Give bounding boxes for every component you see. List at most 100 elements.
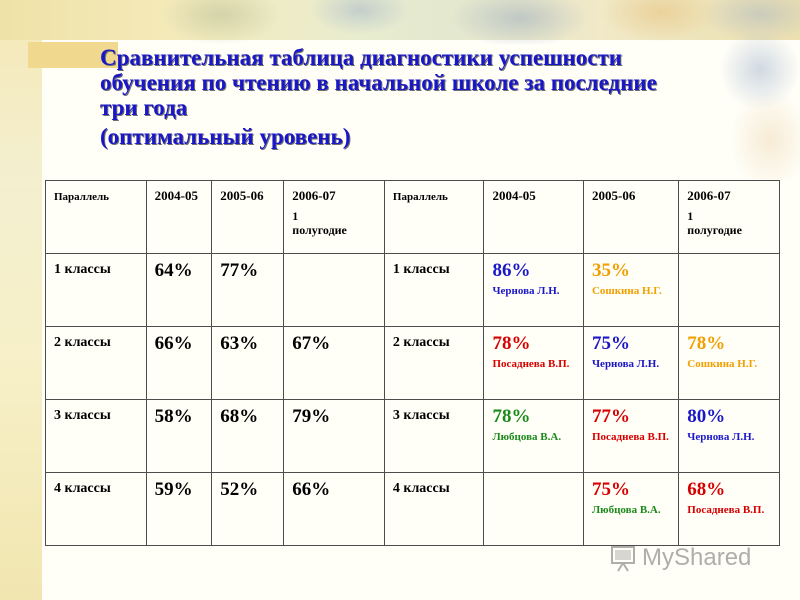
table-cell: 1 классы: [383, 253, 485, 327]
table-cell: 35% Сошкина Н.Г.: [582, 253, 680, 327]
header-cell: Параллель: [383, 180, 485, 254]
title-line-1: Сравнительная таблица диагностики успешн…: [100, 45, 622, 70]
row-label: 1 классы: [392, 262, 450, 277]
table-cell: [283, 253, 385, 327]
table-row: 3 классы 58% 68% 79% 3 классы 78% Любцов…: [45, 399, 780, 473]
table-cell: 68% Посаднева В.П.: [678, 472, 780, 546]
table-cell: 3 классы: [45, 399, 147, 473]
table-cell: [483, 472, 584, 546]
percent-value: 78%: [687, 333, 726, 354]
teacher-name: Чернова Л.Н.: [687, 431, 755, 443]
percent-value: 35%: [591, 260, 630, 281]
table-cell: 78% Любцова В.А.: [483, 399, 584, 473]
table-cell: 4 классы: [45, 472, 147, 546]
row-label: 4 классы: [54, 481, 111, 496]
table-cell: 52%: [211, 472, 285, 546]
table-cell: 63%: [211, 326, 285, 400]
table-row: 2 классы 66% 63% 67% 2 классы 78% Посадн…: [45, 326, 780, 400]
header-year: 2006-07: [292, 188, 336, 203]
table-cell: 2 классы: [45, 326, 147, 400]
percent-value: 78%: [492, 333, 531, 354]
presentation-board-icon: [611, 546, 635, 572]
header-sub: полугодие: [292, 223, 347, 237]
header-sub: полугодие: [687, 223, 742, 237]
header-year: 2004-05: [492, 188, 536, 203]
header-year: 2004-05: [154, 188, 198, 203]
percent-value: 86%: [492, 260, 531, 281]
teacher-name: Посаднева В.П.: [492, 358, 570, 370]
table-cell: 78% Посаднева В.П.: [483, 326, 584, 400]
watermark: MyShared: [610, 538, 770, 578]
table-row: 4 классы 59% 52% 66% 4 классы 75% Любцов…: [45, 472, 780, 546]
header-parallel-left: Параллель: [54, 191, 109, 203]
teacher-name: Чернова Л.Н.: [492, 285, 560, 297]
table-cell: 80% Чернова Л.Н.: [678, 399, 780, 473]
header-cell: 2004-05: [145, 180, 213, 254]
header-cell: 2006-07 1 полугодие: [283, 180, 385, 254]
row-label: 4 классы: [392, 481, 450, 496]
table-cell: 2 классы: [383, 326, 485, 400]
percent-value: 68%: [687, 479, 726, 500]
table-cell: 79%: [283, 399, 385, 473]
header-parallel-right: Параллель: [392, 191, 448, 203]
teacher-name: Любцова В.А.: [492, 431, 562, 443]
background-flowers: [140, 0, 800, 44]
percent-value: 79%: [292, 406, 331, 427]
table-cell: 58%: [145, 399, 213, 473]
background-left-strip: [0, 0, 42, 600]
teacher-name: Сошкина Н.Г.: [687, 358, 758, 370]
percent-value: 59%: [154, 479, 193, 500]
table-cell: 1 классы: [45, 253, 147, 327]
header-sub: 1: [687, 209, 694, 223]
background-accent-rect: [28, 42, 118, 68]
row-label: 2 классы: [392, 335, 450, 350]
table-cell: 3 классы: [383, 399, 485, 473]
table-cell: 59%: [145, 472, 213, 546]
table-cell: 67%: [283, 326, 385, 400]
header-sub: 1: [292, 209, 299, 223]
percent-value: 66%: [292, 479, 331, 500]
header-cell: 2005-06: [582, 180, 680, 254]
table-row: 1 классы 64% 77% 1 классы 86% Чернова Л.…: [45, 253, 780, 327]
row-label: 1 классы: [54, 262, 111, 277]
table-cell: 75% Чернова Л.Н.: [582, 326, 680, 400]
table-cell: 66%: [145, 326, 213, 400]
table-cell: 75% Любцова В.А.: [582, 472, 680, 546]
title-line-4: (оптимальный уровень): [100, 124, 351, 149]
header-year: 2005-06: [220, 188, 264, 203]
percent-value: 78%: [492, 406, 531, 427]
percent-value: 64%: [154, 260, 193, 281]
teacher-name: Посаднева В.П.: [591, 431, 669, 443]
title-line-2: обучения по чтению в начальной школе за …: [100, 70, 657, 95]
percent-value: 58%: [154, 406, 193, 427]
row-label: 2 классы: [54, 335, 111, 350]
table-cell: 78% Сошкина Н.Г.: [678, 326, 780, 400]
title-line-3: три года: [100, 95, 188, 120]
table-header-row: Параллель 2004-05 2005-06 2006-07 1 полу…: [45, 180, 780, 254]
teacher-name: Чернова Л.Н.: [591, 358, 660, 370]
header-cell: 2006-07 1 полугодие: [678, 180, 780, 254]
percent-value: 66%: [154, 333, 193, 354]
teacher-name: Любцова В.А.: [591, 504, 661, 516]
percent-value: 75%: [591, 479, 630, 500]
teacher-name: Сошкина Н.Г.: [591, 285, 662, 297]
row-label: 3 классы: [54, 408, 111, 423]
percent-value: 77%: [591, 406, 630, 427]
percent-value: 68%: [220, 406, 259, 427]
header-cell: Параллель: [45, 180, 147, 254]
table-cell: [678, 253, 780, 327]
table-cell: 77% Посаднева В.П.: [582, 399, 680, 473]
header-cell: 2005-06: [211, 180, 285, 254]
table-cell: 68%: [211, 399, 285, 473]
percent-value: 63%: [220, 333, 259, 354]
percent-value: 52%: [220, 479, 259, 500]
slide-title: Сравнительная таблица диагностики успешн…: [100, 45, 780, 149]
header-cell: 2004-05: [483, 180, 584, 254]
percent-value: 77%: [220, 260, 259, 281]
header-year: 2006-07: [687, 188, 731, 203]
comparison-table: Параллель 2004-05 2005-06 2006-07 1 полу…: [45, 180, 780, 546]
table-cell: 4 классы: [383, 472, 485, 546]
percent-value: 80%: [687, 406, 726, 427]
table-cell: 77%: [211, 253, 285, 327]
percent-value: 75%: [591, 333, 630, 354]
